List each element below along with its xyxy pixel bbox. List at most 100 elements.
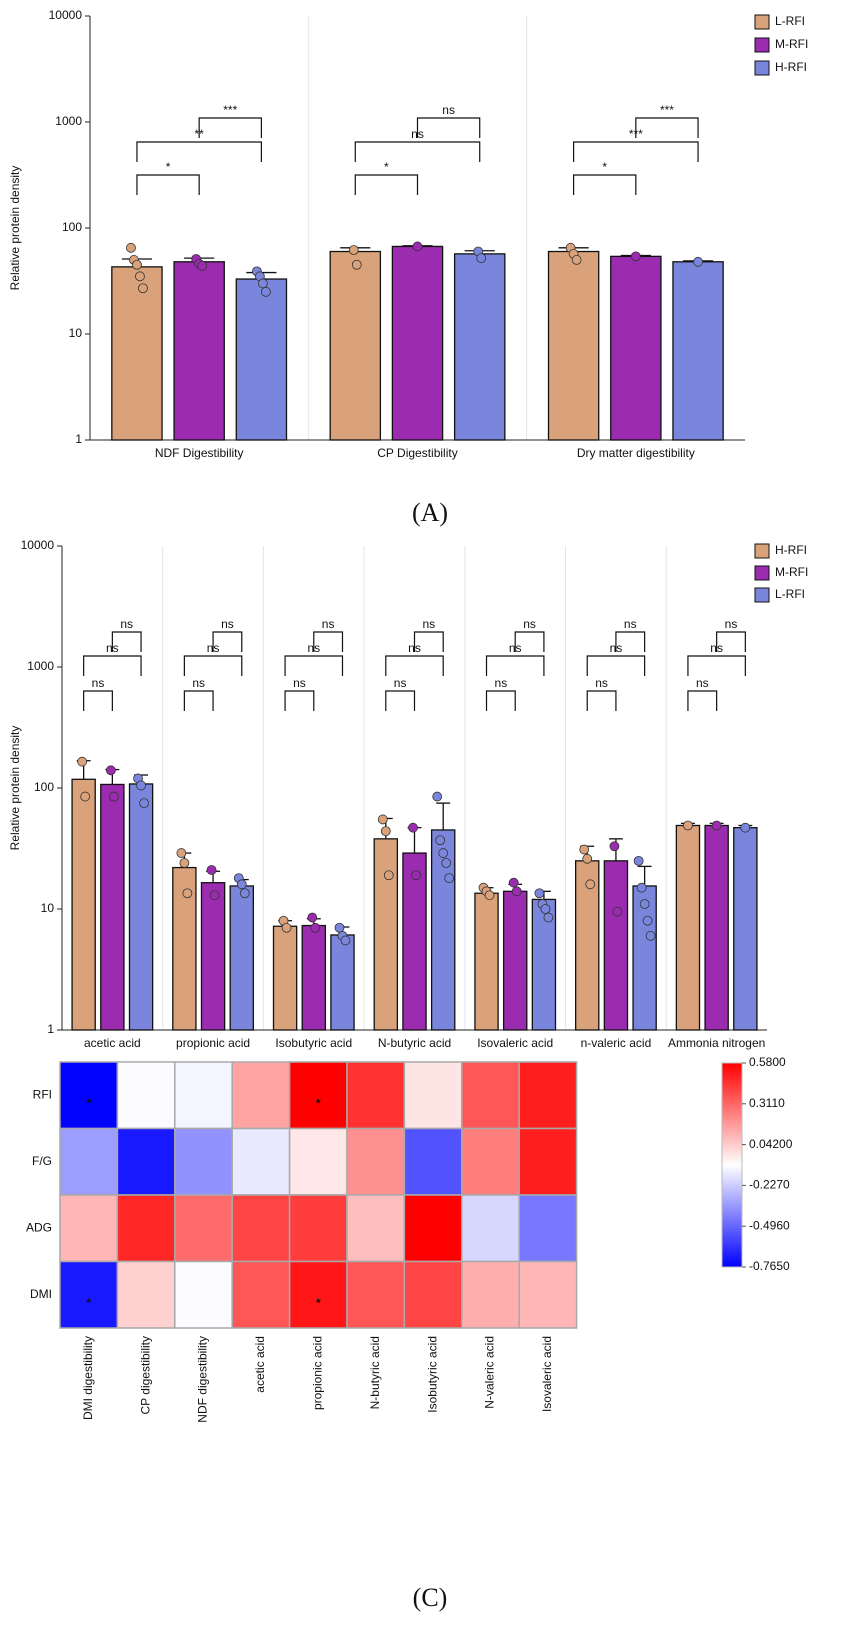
x-tick-label: Isobutyric acid xyxy=(275,1036,352,1050)
panel-caption: (C) xyxy=(413,1583,448,1612)
legend-swatch xyxy=(754,37,770,53)
heatmap-cell xyxy=(288,1127,348,1196)
heatmap-cell xyxy=(461,1127,520,1196)
bar xyxy=(373,838,399,1031)
x-tick-label: acetic acid xyxy=(84,1036,141,1050)
data-point xyxy=(476,253,487,264)
legend-label: L-RFI xyxy=(775,587,805,601)
data-point xyxy=(209,890,220,901)
heatmap-cell xyxy=(346,1194,406,1263)
significance-bracket xyxy=(354,141,481,162)
bar xyxy=(391,245,444,441)
significance-label: ns xyxy=(322,617,335,631)
heatmap-cell xyxy=(174,1260,233,1329)
data-point xyxy=(630,251,641,262)
bar xyxy=(200,882,226,1031)
y-tick-label: 1000 xyxy=(27,659,54,673)
bar xyxy=(301,924,327,1031)
significance-label: ns xyxy=(523,617,536,631)
significance-bracket xyxy=(385,655,444,676)
significance-star: * xyxy=(316,1296,321,1310)
data-point xyxy=(197,260,208,271)
data-point xyxy=(182,888,193,899)
y-tick-label: 10000 xyxy=(49,8,83,22)
colorbar-tick-label: -0.4960 xyxy=(749,1218,790,1232)
y-tick-label: 1 xyxy=(47,1022,54,1036)
heatmap-cell xyxy=(403,1194,463,1263)
significance-label: ns xyxy=(394,676,407,690)
y-tick-label: 100 xyxy=(34,780,54,794)
heatmap-cell xyxy=(346,1061,406,1130)
significance-label: ns xyxy=(92,676,105,690)
heatmap-cell xyxy=(231,1194,291,1263)
significance-label: ns xyxy=(696,676,709,690)
y-tick-label: 10 xyxy=(41,901,55,915)
significance-label: ns xyxy=(423,617,436,631)
significance-bracket xyxy=(514,631,545,652)
data-point xyxy=(412,241,423,252)
significance-bracket xyxy=(83,690,113,711)
heatmap-cell xyxy=(346,1127,406,1196)
bar xyxy=(610,255,662,441)
bar xyxy=(100,783,125,1031)
heatmap-cell xyxy=(461,1194,520,1263)
data-point xyxy=(260,286,271,297)
significance-label: ns xyxy=(221,617,234,631)
legend-swatch xyxy=(754,14,770,30)
data-point xyxy=(444,873,455,884)
column-label: Isovaleric acid xyxy=(540,1336,554,1412)
heatmap-cell xyxy=(231,1260,291,1329)
data-point xyxy=(310,922,321,933)
significance-label: ns xyxy=(442,103,455,117)
row-label: ADG xyxy=(26,1220,52,1234)
data-point xyxy=(138,283,148,294)
data-point xyxy=(176,848,187,858)
x-tick-label: Dry matter digestibility xyxy=(577,446,695,460)
bar xyxy=(402,852,427,1031)
panel-caption: (A) xyxy=(412,498,448,527)
data-point xyxy=(239,888,250,899)
data-point xyxy=(179,858,190,868)
data-point xyxy=(383,870,394,881)
significance-bracket xyxy=(284,655,344,676)
legend-label: H-RFI xyxy=(775,60,807,74)
bar xyxy=(173,261,225,441)
colorbar-tick-label: -0.2270 xyxy=(749,1178,790,1192)
heatmap-cell xyxy=(518,1194,578,1263)
heatmap-cell xyxy=(116,1194,176,1263)
heatmap-cell xyxy=(174,1061,233,1130)
data-point xyxy=(571,255,582,265)
bar xyxy=(672,261,724,441)
data-point xyxy=(441,858,452,868)
significance-bracket xyxy=(416,117,481,138)
heatmap-cell xyxy=(288,1061,348,1130)
heatmap-cell xyxy=(518,1127,578,1196)
data-point xyxy=(334,922,345,933)
bar xyxy=(453,253,506,441)
heatmap-cell xyxy=(346,1260,406,1329)
data-point xyxy=(132,259,142,270)
data-point xyxy=(435,835,446,846)
data-point xyxy=(585,879,596,890)
data-point xyxy=(609,841,620,852)
y-axis-label: Relative protein density xyxy=(8,726,22,851)
legend-swatch xyxy=(754,60,770,76)
significance-label: *** xyxy=(660,103,674,117)
colorbar-tick-label: -0.7650 xyxy=(749,1259,790,1273)
significance-bracket xyxy=(111,631,142,652)
data-point xyxy=(136,780,146,791)
significance-label: *** xyxy=(223,103,237,117)
data-point xyxy=(683,820,693,831)
heatmap-cell xyxy=(59,1194,119,1263)
data-point xyxy=(380,826,391,837)
significance-bracket xyxy=(485,655,545,676)
significance-label: ns xyxy=(120,617,133,631)
data-point xyxy=(636,882,647,893)
heatmap-cell xyxy=(288,1260,348,1329)
heatmap-cell xyxy=(461,1061,520,1130)
significance-label: ns xyxy=(293,676,306,690)
significance-bracket xyxy=(83,655,142,676)
data-point xyxy=(257,278,268,289)
data-point xyxy=(579,844,590,855)
